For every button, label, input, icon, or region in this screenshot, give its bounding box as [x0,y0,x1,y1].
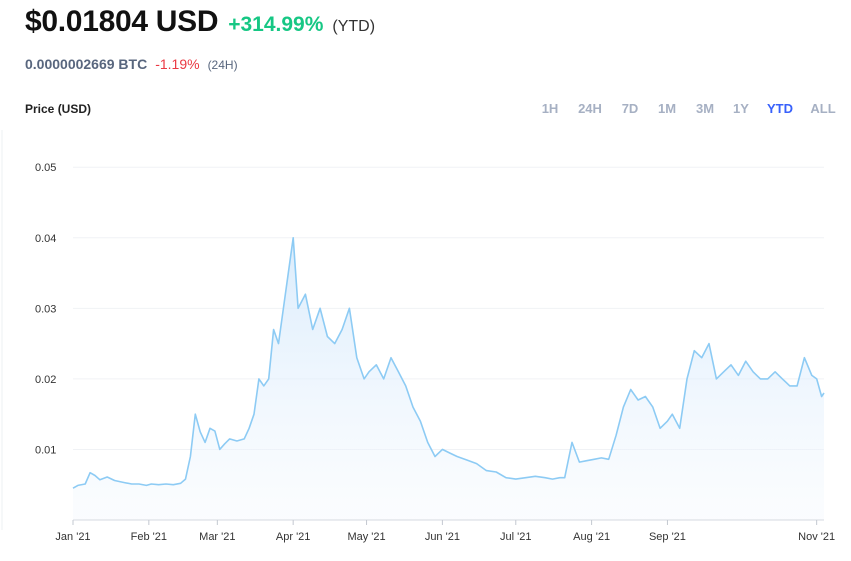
price-line [72,237,825,489]
btc-change-percent: -1.19% [155,56,200,72]
y-tick-label: 0.03 [35,303,56,315]
x-tick-label: Nov '21 [798,531,835,543]
price-change-percent: +314.99% [228,13,324,36]
range-tab-24h[interactable]: 24H [578,101,602,116]
y-tick-label: 0.01 [35,444,56,456]
x-tick-label: Apr '21 [276,531,311,543]
range-tab-ytd[interactable]: YTD [767,101,793,116]
price-area [73,237,824,521]
x-tick-label: Jun '21 [425,531,460,543]
price-header: $0.01804 USD +314.99% (YTD) [25,5,375,39]
btc-change-period: (24H) [207,58,238,72]
x-axis: Jan '21 Feb '21 Mar '21 Apr '21 May '21 Jun '… [55,520,835,543]
x-tick-label: Jul '21 [500,531,531,543]
range-tab-3m[interactable]: 3M [695,101,715,116]
x-tick-label: Sep '21 [649,531,686,543]
range-tab-1y[interactable]: 1Y [733,101,749,116]
chart-price-label: Price (USD) [25,102,92,116]
x-tick-label: Feb '21 [131,531,167,543]
x-tick-label: Jan '21 [55,531,90,543]
range-tab-1h[interactable]: 1H [541,101,559,116]
y-tick-label: 0.05 [35,162,56,174]
range-tab-1m[interactable]: 1M [657,101,677,116]
y-tick-label: 0.04 [35,233,56,245]
range-tab-7d[interactable]: 7D [621,101,639,116]
price-change-period: (YTD) [332,18,376,35]
x-tick-label: May '21 [347,531,385,543]
x-tick-label: Mar '21 [199,531,235,543]
btc-price-row: 0.0000002669 BTC -1.19% (24H) [25,56,238,72]
current-price: $0.01804 USD [25,5,219,38]
y-tick-label: 0.02 [35,374,56,386]
x-tick-label: Aug '21 [573,531,610,543]
range-tab-all[interactable]: ALL [810,101,836,116]
btc-price: 0.0000002669 BTC [25,56,148,72]
y-axis: 0.05 0.04 0.03 0.02 0.01 [35,162,56,456]
